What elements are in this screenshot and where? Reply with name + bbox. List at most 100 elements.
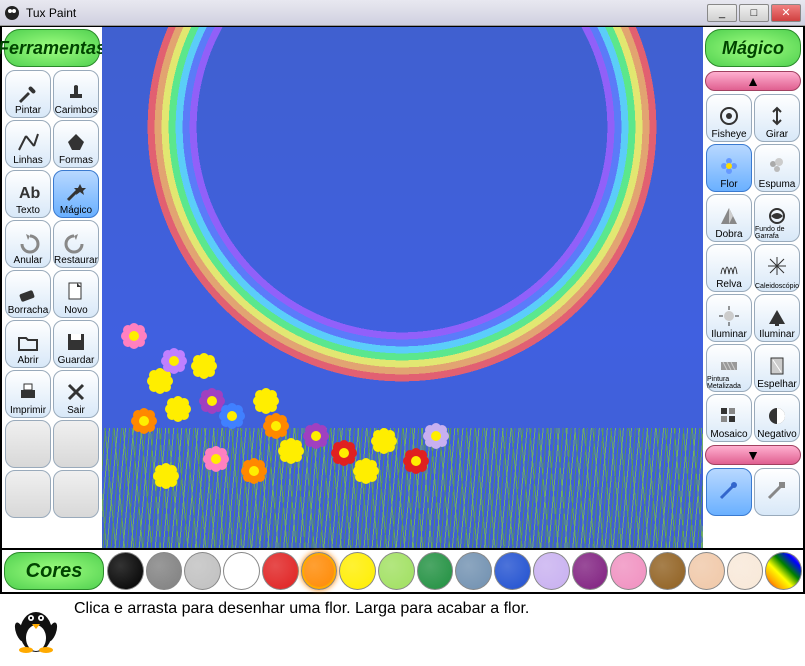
save-icon bbox=[64, 330, 88, 358]
lines-icon bbox=[16, 130, 40, 158]
magic-label: Iluminar bbox=[711, 329, 747, 340]
color-swatch[interactable] bbox=[727, 552, 764, 590]
magic-metal[interactable]: Pintura Metalizada bbox=[706, 344, 752, 392]
flower-drawing bbox=[152, 462, 180, 490]
empty-slot bbox=[53, 470, 99, 518]
color-swatch[interactable] bbox=[184, 552, 221, 590]
tools-header: Ferramentas bbox=[4, 29, 100, 67]
color-swatch[interactable] bbox=[146, 552, 183, 590]
magic-grid: Fisheye Girar Flor Espuma DobraFundo de Garr… bbox=[703, 93, 803, 443]
flower-drawing bbox=[130, 407, 158, 435]
tux-mascot bbox=[8, 598, 64, 654]
status-text: Clica e arrasta para desenhar uma flor. … bbox=[74, 598, 529, 618]
color-swatch[interactable] bbox=[223, 552, 260, 590]
tool-exit[interactable]: Sair bbox=[53, 370, 99, 418]
magic-panel: Mágico ▲ Fisheye Girar Flor Espuma DobraFund… bbox=[703, 27, 803, 548]
app-frame: Ferramentas PintarCarimbosLinhasFormasAb… bbox=[0, 26, 805, 550]
print-icon bbox=[16, 380, 40, 408]
color-swatch[interactable] bbox=[455, 552, 492, 590]
color-swatches bbox=[106, 550, 803, 592]
magic-header: Mágico bbox=[705, 29, 801, 67]
tool-text[interactable]: AbcTexto bbox=[5, 170, 51, 218]
tool-new[interactable]: Novo bbox=[53, 270, 99, 318]
magic-label: Espuma bbox=[759, 179, 796, 190]
magic-fold[interactable]: Dobra bbox=[706, 194, 752, 242]
negative-icon bbox=[765, 404, 789, 432]
tool-label: Linhas bbox=[13, 155, 42, 166]
magic-label: Flor bbox=[720, 179, 737, 190]
tool-print[interactable]: Imprimir bbox=[5, 370, 51, 418]
magic-scroll-up[interactable]: ▲ bbox=[705, 71, 801, 91]
rotate-icon bbox=[765, 104, 789, 132]
magic-foam[interactable]: Espuma bbox=[754, 144, 800, 192]
magic-negative[interactable]: Negativo bbox=[754, 394, 800, 442]
magic-grass[interactable]: Relva bbox=[706, 244, 752, 292]
shape-icon bbox=[64, 130, 88, 158]
mosaic-icon bbox=[717, 404, 741, 432]
light1-icon bbox=[717, 304, 741, 332]
magic-label: Girar bbox=[766, 129, 788, 140]
magic-icon bbox=[64, 180, 88, 208]
magic-mosaic[interactable]: Mosaico bbox=[706, 394, 752, 442]
color-swatch[interactable] bbox=[765, 552, 802, 590]
tool-eraser[interactable]: Borracha bbox=[5, 270, 51, 318]
tool-stamp[interactable]: Carimbos bbox=[53, 70, 99, 118]
flower-drawing bbox=[160, 347, 188, 375]
colors-header: Cores bbox=[4, 552, 104, 590]
tool-brush[interactable]: Pintar bbox=[5, 70, 51, 118]
tool-label: Abrir bbox=[17, 355, 38, 366]
tool-label: Pintar bbox=[15, 105, 41, 116]
magic-mirror[interactable]: Espelhar bbox=[754, 344, 800, 392]
tool-undo[interactable]: Anular bbox=[5, 220, 51, 268]
magic-mode-wand2[interactable] bbox=[754, 468, 800, 516]
tool-open[interactable]: Abrir bbox=[5, 320, 51, 368]
flower-drawing bbox=[252, 387, 280, 415]
magic-light2[interactable]: Iluminar bbox=[754, 294, 800, 342]
flower-drawing bbox=[120, 322, 148, 350]
color-swatch[interactable] bbox=[107, 552, 144, 590]
canvas-area[interactable] bbox=[102, 27, 703, 548]
foam-icon bbox=[765, 154, 789, 182]
color-swatch[interactable] bbox=[262, 552, 299, 590]
magic-label: Mosaico bbox=[710, 429, 747, 440]
empty-slot bbox=[53, 420, 99, 468]
eraser-icon bbox=[16, 280, 40, 308]
color-swatch[interactable] bbox=[378, 552, 415, 590]
maximize-button[interactable]: □ bbox=[739, 4, 769, 22]
tool-lines[interactable]: Linhas bbox=[5, 120, 51, 168]
color-swatch[interactable] bbox=[339, 552, 376, 590]
tool-label: Carimbos bbox=[55, 105, 98, 116]
color-swatch[interactable] bbox=[494, 552, 531, 590]
status-area: Clica e arrasta para desenhar uma flor. … bbox=[0, 594, 805, 666]
minimize-button[interactable]: _ bbox=[707, 4, 737, 22]
brush-icon bbox=[16, 80, 40, 108]
magic-bottle[interactable]: Fundo de Garrafa bbox=[754, 194, 800, 242]
magic-scroll-down[interactable]: ▼ bbox=[705, 445, 801, 465]
magic-flower[interactable]: Flor bbox=[706, 144, 752, 192]
magic-label: Caleidoscópio bbox=[755, 283, 799, 290]
magic-rotate[interactable]: Girar bbox=[754, 94, 800, 142]
exit-icon bbox=[64, 380, 88, 408]
svg-text:Abc: Abc bbox=[19, 185, 40, 202]
flower-drawing bbox=[190, 352, 218, 380]
color-swatch[interactable] bbox=[301, 552, 338, 590]
tool-magic[interactable]: Mágico bbox=[53, 170, 99, 218]
tool-label: Guardar bbox=[58, 355, 95, 366]
magic-fisheye[interactable]: Fisheye bbox=[706, 94, 752, 142]
color-swatch[interactable] bbox=[533, 552, 570, 590]
canvas[interactable] bbox=[102, 27, 703, 548]
color-swatch[interactable] bbox=[417, 552, 454, 590]
magic-light1[interactable]: Iluminar bbox=[706, 294, 752, 342]
magic-mode-wand1[interactable] bbox=[706, 468, 752, 516]
color-swatch[interactable] bbox=[688, 552, 725, 590]
tool-save[interactable]: Guardar bbox=[53, 320, 99, 368]
color-swatch[interactable] bbox=[610, 552, 647, 590]
tool-label: Sair bbox=[67, 405, 85, 416]
tool-shape[interactable]: Formas bbox=[53, 120, 99, 168]
color-swatch[interactable] bbox=[572, 552, 609, 590]
tool-redo[interactable]: Restaurar bbox=[53, 220, 99, 268]
close-button[interactable]: ✕ bbox=[771, 4, 801, 22]
color-swatch[interactable] bbox=[649, 552, 686, 590]
magic-kaleido[interactable]: Caleidoscópio bbox=[754, 244, 800, 292]
flower-drawing bbox=[202, 445, 230, 473]
